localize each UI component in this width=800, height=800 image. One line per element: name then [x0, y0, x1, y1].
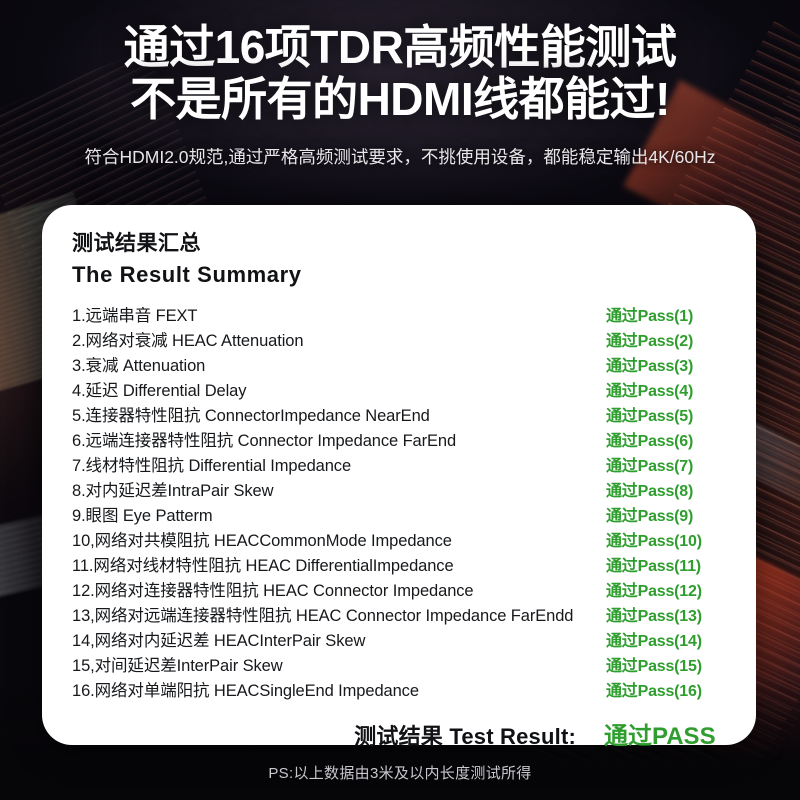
status-badge: 通过Pass(2) [606, 333, 694, 350]
test-item-label: 5.连接器特性阻抗 ConnectorImpedance NearEnd [72, 407, 430, 425]
status-badge: 通过Pass(14) [606, 633, 702, 650]
status-badge: 通过Pass(5) [606, 408, 694, 425]
table-row: 10,网络对共模阻抗 HEACCommonMode Impedance 通过Pa… [72, 527, 730, 552]
table-row: 11.网络对线材特性阻抗 HEAC DifferentialImpedance … [72, 552, 730, 577]
table-row: 1.远端串音 FEXT 通过Pass(1) [72, 302, 730, 327]
card-title-chinese: 测试结果汇总 [72, 232, 201, 255]
status-badge: 通过Pass(13) [606, 608, 702, 625]
status-badge: 通过Pass(1) [606, 308, 694, 325]
test-item-label: 8.对内延迟差IntraPair Skew [72, 482, 274, 500]
table-row: 12.网络对连接器特性阻抗 HEAC Connector Impedance 通… [72, 577, 730, 602]
final-result-row: 测试结果 Test Result: 通过PASS [72, 716, 730, 751]
final-result-value: 通过PASS [604, 723, 716, 750]
table-row: 14,网络对内延迟差 HEACInterPair Skew 通过Pass(14) [72, 627, 730, 652]
footnote-text: PS:以上数据由3米及以内长度测试所得 [268, 765, 532, 782]
table-row: 5.连接器特性阻抗 ConnectorImpedance NearEnd 通过P… [72, 402, 730, 427]
test-item-label: 13,网络对远端连接器特性阻抗 HEAC Connector Impedance… [72, 607, 574, 625]
test-item-label: 3.衰减 Attenuation [72, 357, 206, 375]
test-item-label: 10,网络对共模阻抗 HEACCommonMode Impedance [72, 532, 452, 550]
test-item-label: 16.网络对单端阳抗 HEACSingleEnd Impedance [72, 682, 419, 700]
table-row: 6.远端连接器特性阻抗 Connector Impedance FarEnd 通… [72, 427, 730, 452]
test-item-label: 11.网络对线材特性阻抗 HEAC DifferentialImpedance [72, 557, 454, 575]
test-item-label: 7.线材特性阻抗 Differential Impedance [72, 457, 352, 475]
status-badge: 通过Pass(3) [606, 358, 694, 375]
status-badge: 通过Pass(15) [606, 658, 702, 675]
status-badge: 通过Pass(6) [606, 433, 694, 450]
final-result-label: 测试结果 Test Result: [354, 724, 576, 749]
table-row: 16.网络对单端阳抗 HEACSingleEnd Impedance 通过Pas… [72, 677, 730, 702]
status-badge: 通过Pass(10) [606, 533, 702, 550]
test-item-label: 4.延迟 Differential Delay [72, 382, 247, 400]
result-summary-card: 测试结果汇总 The Result Summary 1.远端串音 FEXT 通过… [42, 205, 756, 750]
table-row: 9.眼图 Eye Patterm 通过Pass(9) [72, 502, 730, 527]
test-item-label: 14,网络对内延迟差 HEACInterPair Skew [72, 632, 366, 650]
table-row: 7.线材特性阻抗 Differential Impedance 通过Pass(7… [72, 452, 730, 477]
card-title-english: The Result Summary [72, 262, 302, 287]
test-item-label: 6.远端连接器特性阻抗 Connector Impedance FarEnd [72, 432, 457, 450]
table-row: 15,对间延迟差InterPair Skew 通过Pass(15) [72, 652, 730, 677]
table-row: 3.衰减 Attenuation 通过Pass(3) [72, 352, 730, 377]
test-item-label: 15,对间延迟差InterPair Skew [72, 657, 283, 675]
status-badge: 通过Pass(11) [606, 558, 701, 575]
hero-line-1: 通过16项TDR高频性能测试 [123, 21, 677, 73]
test-item-label: 12.网络对连接器特性阻抗 HEAC Connector Impedance [72, 582, 474, 600]
test-item-label: 2.网络对衰减 HEAC Attenuation [72, 332, 304, 350]
table-row: 2.网络对衰减 HEAC Attenuation 通过Pass(2) [72, 327, 730, 352]
hero-heading: 通过16项TDR高频性能测试 不是所有的HDMI线都能过! [0, 0, 800, 126]
table-row: 8.对内延迟差IntraPair Skew 通过Pass(8) [72, 477, 730, 502]
test-item-label: 1.远端串音 FEXT [72, 307, 198, 325]
status-badge: 通过Pass(12) [606, 583, 702, 600]
status-badge: 通过Pass(8) [606, 483, 694, 500]
status-badge: 通过Pass(16) [606, 683, 702, 700]
status-badge: 通过Pass(9) [606, 508, 694, 525]
table-row: 13,网络对远端连接器特性阻抗 HEAC Connector Impedance… [72, 602, 730, 627]
table-row: 4.延迟 Differential Delay 通过Pass(4) [72, 377, 730, 402]
hero-line-2: 不是所有的HDMI线都能过! [130, 72, 670, 125]
test-item-label: 9.眼图 Eye Patterm [72, 507, 213, 525]
hero-subtitle: 符合HDMI2.0规范,通过严格高频测试要求，不挑使用设备，都能稳定输出4K/6… [84, 146, 716, 167]
status-badge: 通过Pass(7) [606, 458, 694, 475]
status-badge: 通过Pass(4) [606, 383, 694, 400]
test-result-list: 1.远端串音 FEXT 通过Pass(1) 2.网络对衰减 HEAC Atten… [72, 302, 730, 702]
